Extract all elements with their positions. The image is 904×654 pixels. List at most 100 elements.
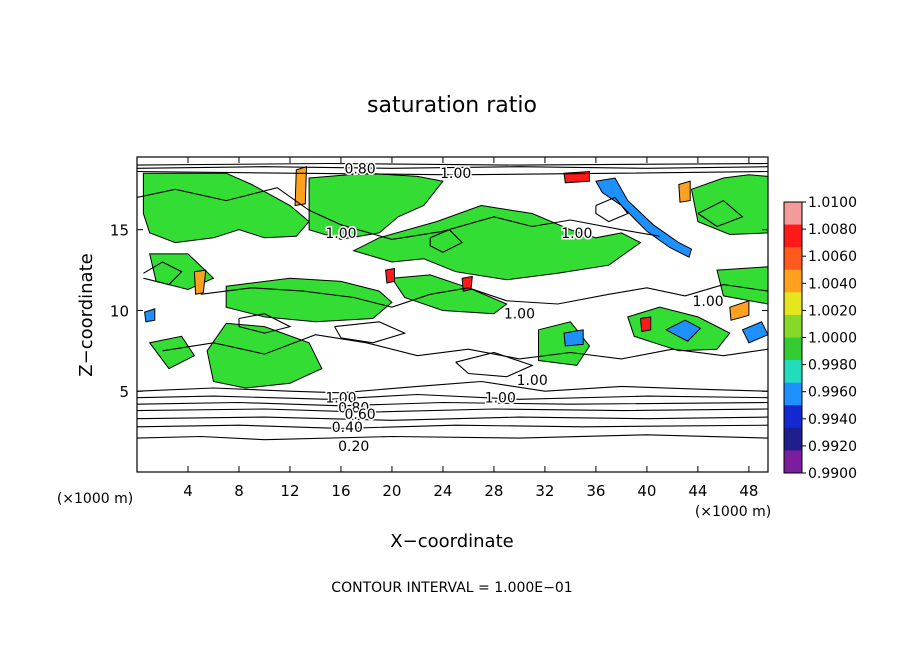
contour-line-17 xyxy=(595,196,629,223)
colorbar-swatch-11 xyxy=(784,450,802,474)
colorbar-swatch-9 xyxy=(784,405,802,429)
region-red-2 xyxy=(461,275,473,292)
colorbar-label-9: 0.9920 xyxy=(808,439,857,455)
colorbar-label-7: 0.9960 xyxy=(808,385,857,401)
x-tick-label-3: 16 xyxy=(331,482,350,500)
contour-line-0 xyxy=(137,434,768,441)
colorbar-label-1: 1.0080 xyxy=(808,222,857,238)
colorbar-swatch-5 xyxy=(784,314,802,338)
chart-title: saturation ratio xyxy=(367,93,537,118)
region-green-7 xyxy=(206,322,323,389)
region-orange-1 xyxy=(678,180,691,203)
region-red-0 xyxy=(563,170,590,184)
contour-line-8 xyxy=(137,162,768,166)
colorbar-swatch-7 xyxy=(784,360,802,384)
region-green-11 xyxy=(716,266,768,305)
x-tick-label-5: 24 xyxy=(433,482,452,500)
colorbar-swatch-0 xyxy=(784,202,802,226)
contour-line-5 xyxy=(137,393,768,400)
contour-labels: 0.80 1.001.00 1.001.001.001.001.001.000.80… xyxy=(324,160,725,457)
contour-line-11 xyxy=(143,261,183,286)
contour-label-7: 1.00 xyxy=(485,391,516,407)
contour-line-4 xyxy=(137,401,768,407)
contour-label-4: 1.00 xyxy=(693,294,724,310)
contour-label-12: 0.20 xyxy=(338,439,369,455)
colorbar-swatch-3 xyxy=(784,269,802,293)
contour-label-11: 0.40 xyxy=(332,420,363,436)
x-axis-label: X−coordinate xyxy=(390,531,513,552)
colorbar-swatch-1 xyxy=(784,224,802,248)
contour-label-3: 1.00 xyxy=(561,226,592,242)
contour-label-0: 0.80 xyxy=(344,161,375,177)
saturation-regions xyxy=(142,166,768,389)
region-blue-1 xyxy=(664,319,702,342)
region-green-5 xyxy=(391,274,508,315)
x-tick-label-1: 8 xyxy=(234,482,244,500)
contour-line-1 xyxy=(137,424,768,429)
region-orange-2 xyxy=(193,269,207,295)
y-axis-ticks: 5 10 15 xyxy=(110,222,768,401)
x-tick-label-4: 20 xyxy=(382,482,401,500)
contour-line-6 xyxy=(137,380,768,394)
x-tick-label-9: 40 xyxy=(637,482,656,500)
colorbar-label-10: 0.9900 xyxy=(808,466,857,482)
colorbar-label-3: 1.0040 xyxy=(808,276,857,292)
y-tick-label-0: 5 xyxy=(119,383,129,401)
region-red-3 xyxy=(639,316,652,333)
contour-line-10 xyxy=(137,187,660,240)
region-green-2 xyxy=(352,204,642,281)
colorbar-label-8: 0.9940 xyxy=(808,412,857,428)
contour-line-16 xyxy=(455,351,534,378)
contour-label-2: 1.00 xyxy=(325,226,356,242)
contour-label-6: 1.00 xyxy=(517,373,548,389)
contour-line-9 xyxy=(137,170,768,176)
contour-line-14 xyxy=(238,313,292,334)
region-green-8 xyxy=(148,335,196,370)
region-orange-3 xyxy=(729,300,750,321)
region-blue-3 xyxy=(563,329,584,347)
plot-frame xyxy=(136,156,769,473)
region-green-1 xyxy=(308,172,444,240)
x-tick-label-11: 48 xyxy=(739,482,758,500)
contour-line-13 xyxy=(162,334,768,360)
x-tick-label-7: 32 xyxy=(535,482,554,500)
colorbar-label-0: 1.0100 xyxy=(808,195,857,211)
contour-label-8: 1.00 xyxy=(325,391,356,407)
contour-interval-note: CONTOUR INTERVAL = 1.000E−01 xyxy=(331,580,572,596)
y-tick-label-1: 10 xyxy=(110,302,129,320)
contour-line-12 xyxy=(200,284,768,308)
contour-label-1: 1.00 xyxy=(440,166,471,182)
region-blue-2 xyxy=(741,321,768,344)
region-green-0 xyxy=(142,172,310,244)
x-unit-right: (×1000 m) xyxy=(695,504,771,520)
colorbar-label-2: 1.0060 xyxy=(808,249,857,265)
x-tick-label-6: 28 xyxy=(484,482,503,500)
region-red-1 xyxy=(385,267,395,284)
colorbar-swatch-4 xyxy=(784,292,802,316)
x-axis-ticks: 4 8 12 16 20 24 28 32 36 40 44 48 xyxy=(183,157,758,500)
colorbar-label-6: 0.9980 xyxy=(808,358,857,374)
colorbar: 1.0100 1.0080 1.0060 1.0040 1.0020 1.0000 0.99… xyxy=(783,195,857,482)
colorbar-swatch-10 xyxy=(784,427,802,451)
colorbar-label-5: 1.0000 xyxy=(808,331,857,347)
contour-label-9: 0.80 xyxy=(338,400,369,416)
region-blue-0 xyxy=(595,177,693,258)
contour-line-18 xyxy=(697,199,744,228)
region-blue-4 xyxy=(144,308,156,323)
contour-line-7 xyxy=(137,166,768,169)
x-tick-label-2: 12 xyxy=(280,482,299,500)
region-green-3 xyxy=(690,174,768,236)
contour-line-2 xyxy=(137,416,768,421)
contour-lines xyxy=(137,162,768,441)
x-tick-label-0: 4 xyxy=(183,482,193,500)
x-unit-left: (×1000 m) xyxy=(57,491,133,507)
y-axis-label: Z−coordinate xyxy=(76,253,97,376)
colorbar-label-4: 1.0020 xyxy=(808,303,857,319)
contour-line-15 xyxy=(429,229,464,253)
x-tick-label-8: 36 xyxy=(586,482,605,500)
region-orange-0 xyxy=(294,166,308,207)
colorbar-swatch-6 xyxy=(784,337,802,361)
colorbar-swatch-2 xyxy=(784,247,802,271)
y-tick-label-2: 15 xyxy=(110,222,129,240)
